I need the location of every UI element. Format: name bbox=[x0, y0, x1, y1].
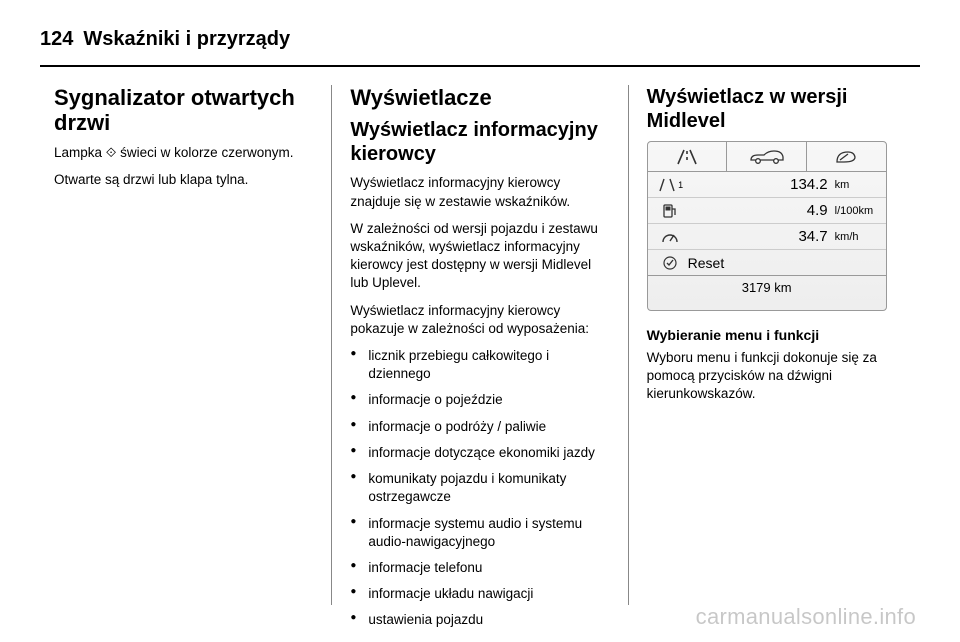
list-item: informacje dotyczące ekonomiki jazdy bbox=[350, 444, 609, 462]
column-1: Sygnalizator otwartych drzwi Lampka ⟐ św… bbox=[40, 85, 327, 605]
dashboard-display-illustration: 1 134.2 km 4.9 l/100km 34.7 bbox=[647, 141, 887, 311]
list-item: informacje telefonu bbox=[350, 559, 609, 577]
col2-heading: Wyświetlacze bbox=[350, 85, 609, 110]
display-header-row bbox=[648, 142, 886, 172]
list-item: informacje o podróży / paliwie bbox=[350, 418, 609, 436]
manual-page: 124 Wskaźniki i przyrządy Sygnalizator o… bbox=[0, 0, 960, 642]
check-icon bbox=[654, 255, 686, 271]
col3-p1: Wyboru menu i funkcji dokonuje się za po… bbox=[647, 349, 906, 404]
col1-heading: Sygnalizator otwartych drzwi bbox=[54, 85, 313, 136]
col2-p3: Wyświetlacz informacyjny kierowcy pokazu… bbox=[350, 302, 609, 338]
speed-value: 34.7 bbox=[686, 228, 832, 245]
page-header: 124 Wskaźniki i przyrządy bbox=[40, 28, 920, 51]
col2-p2: W zależności od wersji pojazdu i zestawu… bbox=[350, 220, 609, 293]
list-item: informacje systemu audio i systemu audio… bbox=[350, 515, 609, 551]
fuel-value: 4.9 bbox=[686, 202, 832, 219]
list-item: licznik przebiegu całkowitego i dzienneg… bbox=[350, 347, 609, 383]
list-item: ustawienia pojazdu bbox=[350, 611, 609, 629]
col2-p1: Wyświetlacz informacyjny kierowcy znajdu… bbox=[350, 174, 609, 210]
car-icon bbox=[727, 142, 807, 171]
reset-label: Reset bbox=[686, 255, 880, 271]
col3-subhead: Wybieranie menu i funkcji bbox=[647, 327, 906, 343]
fuel-pump-icon bbox=[654, 203, 686, 219]
column-separator-2 bbox=[628, 85, 629, 605]
gauge-icon bbox=[654, 229, 686, 245]
list-item: informacje układu nawigacji bbox=[350, 585, 609, 603]
distance-unit: km bbox=[832, 179, 880, 191]
display-row-speed: 34.7 km/h bbox=[648, 224, 886, 250]
column-3: Wyświetlacz w wersji Midlevel 1 bbox=[633, 85, 920, 605]
lane-small-icon: 1 bbox=[654, 177, 686, 193]
speed-unit: km/h bbox=[832, 231, 880, 243]
col1-p2: Otwarte są drzwi lub klapa tylna. bbox=[54, 171, 313, 189]
list-item: komunikaty pojazdu i komunikaty ostrzega… bbox=[350, 470, 609, 506]
fuel-unit: l/100km bbox=[832, 205, 880, 217]
display-footer: 3179 km bbox=[648, 276, 886, 295]
col2-list: licznik przebiegu całkowitego i dzienneg… bbox=[350, 347, 609, 630]
column-separator-1 bbox=[331, 85, 332, 605]
list-item: informacje o pojeździe bbox=[350, 391, 609, 409]
display-row-distance: 1 134.2 km bbox=[648, 172, 886, 198]
col3-heading: Wyświetlacz w wersji Midlevel bbox=[647, 85, 906, 133]
page-number: 124 bbox=[40, 28, 73, 51]
leaf-icon bbox=[807, 142, 886, 171]
column-2: Wyświetlacze Wyświetlacz informacyjny ki… bbox=[336, 85, 623, 605]
col2-subheading: Wyświetlacz informacyjny kierowcy bbox=[350, 118, 609, 166]
columns-container: Sygnalizator otwartych drzwi Lampka ⟐ św… bbox=[40, 85, 920, 605]
lane-icon bbox=[648, 142, 728, 171]
col1-p1: Lampka ⟐ świeci w kolorze czerwonym. bbox=[54, 144, 313, 162]
watermark-text: carmanualsonline.info bbox=[696, 604, 916, 630]
header-rule bbox=[40, 65, 920, 67]
distance-value: 134.2 bbox=[686, 176, 832, 193]
header-title: Wskaźniki i przyrządy bbox=[83, 28, 290, 51]
display-row-reset: Reset bbox=[648, 250, 886, 276]
display-row-fuel: 4.9 l/100km bbox=[648, 198, 886, 224]
